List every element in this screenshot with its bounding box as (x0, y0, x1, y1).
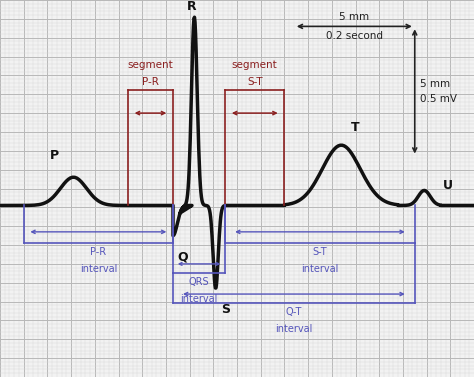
Text: U: U (443, 179, 453, 192)
Text: R: R (187, 0, 197, 13)
Text: segment: segment (232, 60, 278, 70)
Text: 5 mm: 5 mm (339, 12, 369, 22)
Text: P-R: P-R (142, 77, 159, 87)
Text: interval: interval (80, 264, 117, 274)
Text: Q-T: Q-T (286, 307, 302, 317)
Text: interval: interval (275, 324, 312, 334)
Text: P-R: P-R (90, 247, 107, 257)
Text: P: P (50, 149, 59, 162)
Text: 5 mm: 5 mm (420, 79, 451, 89)
Text: S-T: S-T (247, 77, 263, 87)
Text: segment: segment (128, 60, 173, 70)
Text: 0.5 mV: 0.5 mV (420, 94, 457, 104)
Text: interval: interval (301, 264, 338, 274)
Text: T: T (351, 121, 360, 134)
Text: interval: interval (181, 294, 218, 304)
Text: S: S (221, 303, 229, 316)
Text: Q: Q (177, 251, 188, 264)
Text: QRS: QRS (189, 277, 210, 287)
Text: 0.2 second: 0.2 second (326, 31, 383, 41)
Text: S-T: S-T (313, 247, 327, 257)
